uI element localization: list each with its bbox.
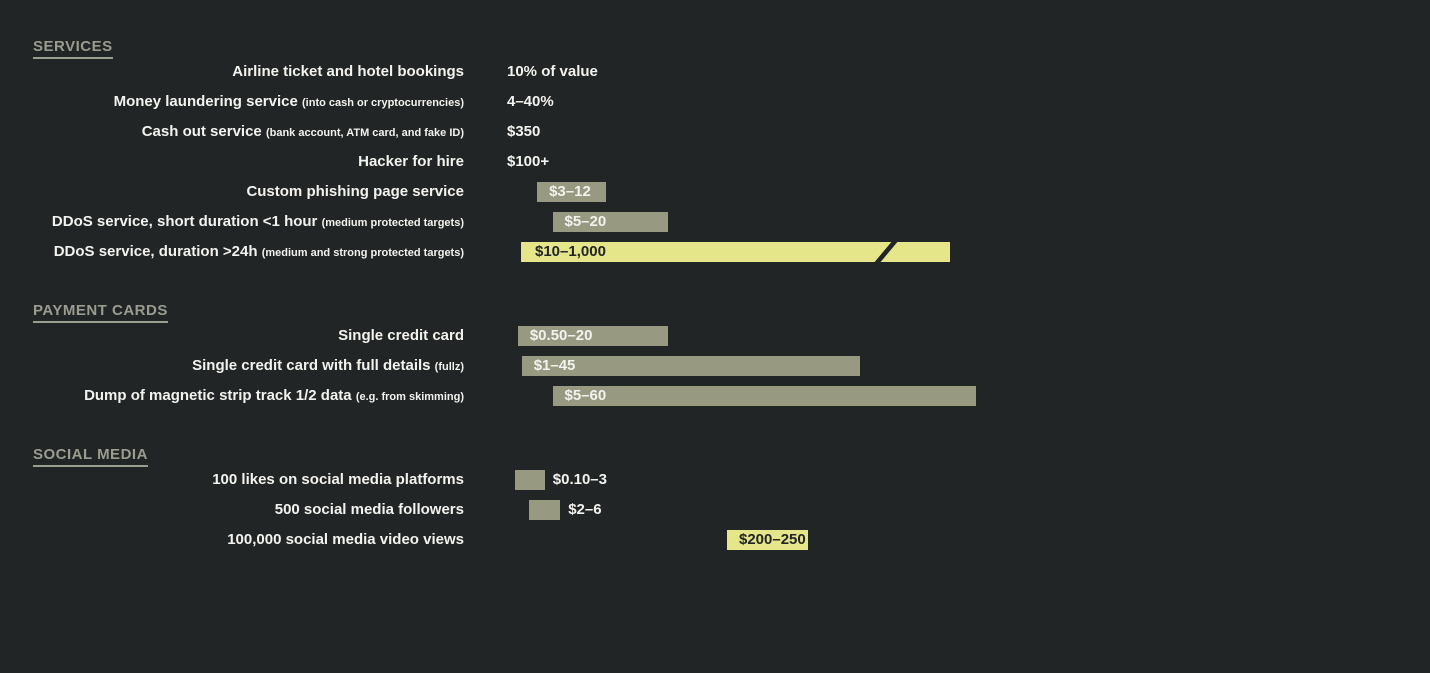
range-bar [521,356,861,376]
row-label: Dump of magnetic strip track 1/2 data (e… [84,386,464,406]
row-label-note: (bank account, ATM card, and fake ID) [265,127,464,139]
row-label: Money laundering service (into cash or c… [114,92,464,112]
row-label-text: Hacker for hire [358,153,464,170]
range-bar [529,500,561,520]
row-label-text: DDoS service, short duration <1 hour [51,213,318,230]
row-label-text: Airline ticket and hotel bookings [232,63,464,80]
range-bar [521,242,950,262]
price-label: $10–1,000 [535,243,606,260]
row-label: Single credit card with full details (fu… [192,356,464,376]
range-bar [727,530,808,550]
row-label: Single credit card [338,326,464,346]
row-label-text: 100 likes on social media platforms [212,471,464,488]
range-bar [552,386,976,406]
price-label: $5–20 [564,213,607,230]
row-label-text: Custom phishing page service [246,183,464,200]
row-label: Airline ticket and hotel bookings [232,62,464,82]
price-label: $3–12 [549,183,591,200]
row-label: Custom phishing page service [246,182,464,202]
row-label-note: (medium and strong protected targets) [261,247,464,259]
row-label: Cash out service (bank account, ATM card… [142,122,464,142]
row-label-note: (e.g. from skimming) [355,391,464,403]
price-label: $0.50–20 [529,327,593,344]
row-label: DDoS service, duration >24h (medium and … [54,242,464,262]
price-label: 10% of value [507,63,598,80]
row-label: 100,000 social media video views [227,530,464,550]
row-label-text: Single credit card with full details [192,357,431,374]
price-label: $2–6 [568,501,602,518]
row-label-text: Single credit card [338,327,464,344]
row-label-text: Cash out service [141,123,262,140]
price-label: $0.10–3 [552,471,607,488]
row-label: 100 likes on social media platforms [212,470,464,490]
row-label: Hacker for hire [358,152,464,172]
row-label-note: (fullz) [434,361,464,373]
range-bar [537,182,607,202]
row-label-text: DDoS service, duration >24h [53,243,258,260]
row-label-text: 500 social media followers [274,501,464,518]
range-bar [514,470,545,490]
section-title: SOCIAL MEDIA [33,446,148,467]
row-label-text: 100,000 social media video views [227,531,464,548]
section-title: SERVICES [33,38,113,59]
row-label: 500 social media followers [275,500,464,520]
row-label-note: (medium protected targets) [321,217,464,229]
range-bar [552,212,668,232]
price-label: $200–250 [739,531,806,548]
range-bar [517,326,668,346]
row-label: DDoS service, short duration <1 hour (me… [52,212,464,232]
row-label-text: Dump of magnetic strip track 1/2 data [84,387,352,404]
price-label: $5–60 [564,387,607,404]
section-title: PAYMENT CARDS [33,302,168,323]
price-label: 4–40% [507,93,554,110]
price-label: $350 [507,123,541,140]
row-label-text: Money laundering service [113,93,298,110]
row-label-note: (into cash or cryptocurrencies) [302,97,464,109]
price-label: $1–45 [533,357,576,374]
price-label: $100+ [507,153,550,170]
